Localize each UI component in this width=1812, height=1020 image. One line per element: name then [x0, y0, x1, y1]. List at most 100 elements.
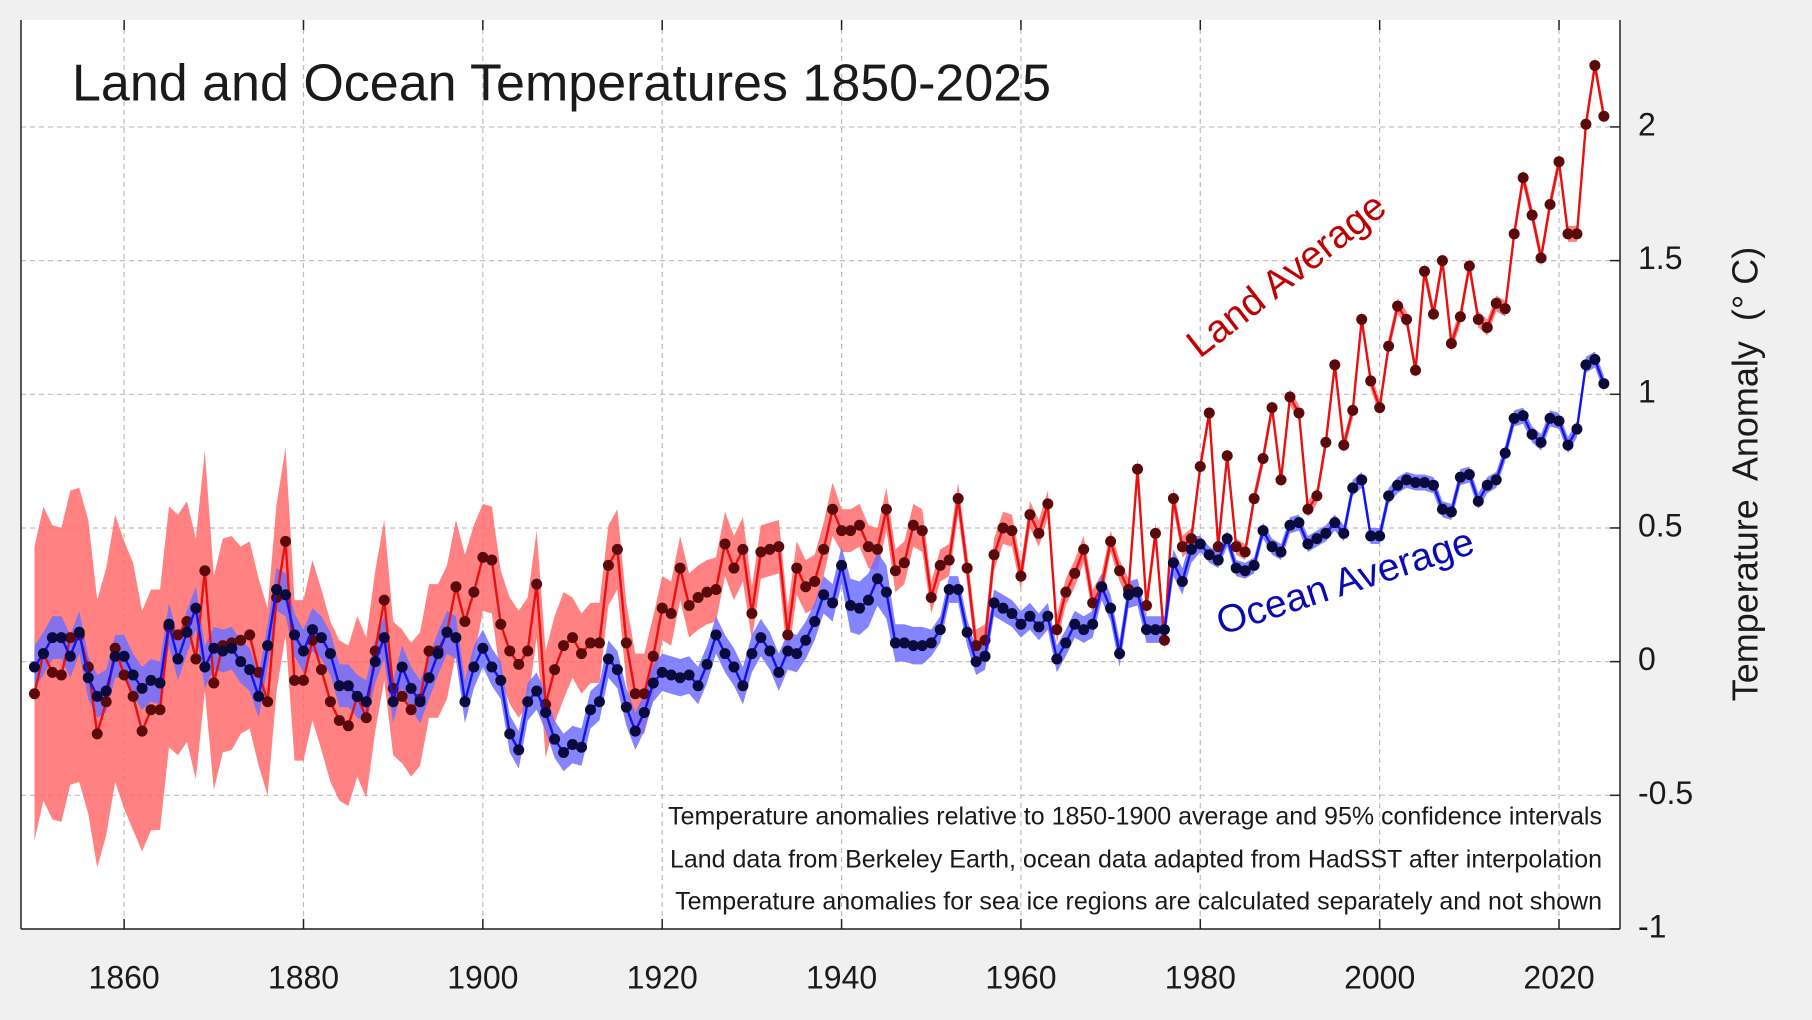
data-point	[1257, 452, 1269, 464]
data-point	[647, 677, 659, 689]
data-point	[324, 696, 336, 708]
data-point	[109, 650, 121, 662]
data-point	[154, 677, 166, 689]
data-point	[1221, 450, 1233, 462]
x-tick-label: 1940	[806, 959, 877, 995]
data-point	[1356, 474, 1368, 486]
data-point	[1087, 597, 1099, 609]
data-point	[773, 666, 785, 678]
data-point	[1203, 549, 1215, 561]
data-point	[584, 704, 596, 716]
data-point	[378, 594, 390, 606]
data-point	[593, 637, 605, 649]
data-point	[208, 642, 220, 654]
data-point	[719, 648, 731, 660]
data-point	[163, 618, 175, 630]
data-point	[683, 669, 695, 681]
y-tick-label: 0	[1638, 641, 1656, 677]
data-point	[289, 629, 301, 641]
data-point	[486, 661, 498, 673]
data-point	[360, 712, 372, 724]
data-point	[1069, 567, 1081, 579]
data-point	[405, 704, 417, 716]
data-point	[109, 642, 121, 654]
data-point	[1499, 303, 1511, 315]
data-point	[513, 658, 525, 670]
data-point	[1454, 471, 1466, 483]
data-point	[1212, 554, 1224, 566]
data-point	[244, 629, 256, 641]
data-point	[1167, 493, 1179, 505]
data-point	[468, 661, 480, 673]
data-point	[378, 632, 390, 644]
data-point	[1320, 527, 1332, 539]
data-point	[1015, 618, 1027, 630]
data-point	[638, 688, 650, 700]
data-point	[450, 632, 462, 644]
data-point	[459, 616, 471, 628]
data-point	[665, 669, 677, 681]
data-point	[235, 634, 247, 646]
data-point	[602, 559, 614, 571]
data-point	[862, 594, 874, 606]
data-point	[28, 688, 40, 700]
data-point	[1589, 59, 1601, 71]
data-point	[333, 714, 345, 726]
data-point	[916, 525, 928, 537]
data-point	[764, 645, 776, 657]
x-tick-label: 1880	[268, 959, 339, 995]
data-point	[1149, 624, 1161, 636]
data-point	[997, 602, 1009, 614]
data-point	[1051, 624, 1063, 636]
data-point	[1203, 407, 1215, 419]
data-point	[1347, 482, 1359, 494]
data-point	[1347, 404, 1359, 416]
data-point	[1490, 297, 1502, 309]
data-point	[880, 503, 892, 515]
data-point	[647, 650, 659, 662]
data-point	[611, 664, 623, 676]
data-point	[836, 559, 848, 571]
data-point	[1589, 354, 1601, 366]
data-point	[979, 650, 991, 662]
data-point	[1481, 321, 1493, 333]
data-point	[477, 642, 489, 654]
data-point	[970, 656, 982, 668]
note: Land data from Berkeley Earth, ocean dat…	[670, 846, 1602, 874]
data-point	[871, 573, 883, 585]
data-point	[620, 701, 632, 713]
data-point	[271, 583, 283, 595]
data-point	[262, 696, 274, 708]
data-point	[1042, 610, 1054, 622]
y-tick-label: -0.5	[1638, 775, 1693, 811]
data-point	[55, 669, 67, 681]
data-point	[809, 616, 821, 628]
plot-area	[21, 20, 1620, 929]
data-point	[1015, 570, 1027, 582]
chart-title: Land and Ocean Temperatures 1850-2025	[72, 55, 1051, 113]
data-point	[1383, 490, 1395, 502]
data-point	[64, 650, 76, 662]
data-point	[746, 648, 758, 660]
data-point	[701, 586, 713, 598]
data-point	[782, 629, 794, 641]
data-point	[1517, 410, 1529, 422]
data-point	[916, 640, 928, 652]
data-point	[961, 562, 973, 574]
data-point	[791, 562, 803, 574]
data-point	[1266, 402, 1278, 414]
data-point	[593, 696, 605, 708]
y-tick-label: -1	[1638, 908, 1666, 944]
data-point	[360, 696, 372, 708]
data-point	[495, 618, 507, 630]
data-point	[280, 535, 292, 547]
data-point	[531, 578, 543, 590]
data-point	[145, 704, 157, 716]
data-point	[943, 554, 955, 566]
data-point	[1239, 565, 1251, 577]
data-point	[988, 549, 1000, 561]
data-point	[818, 543, 830, 555]
data-point	[1392, 300, 1404, 312]
data-point	[549, 733, 561, 745]
data-point	[1562, 228, 1574, 240]
